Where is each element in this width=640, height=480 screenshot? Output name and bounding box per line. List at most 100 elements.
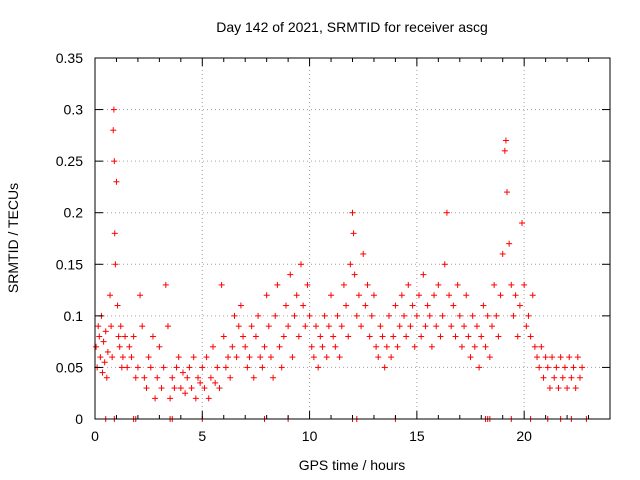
data-point bbox=[97, 354, 104, 361]
data-point bbox=[443, 209, 450, 216]
data-point bbox=[134, 364, 141, 371]
x-axis-label: GPS time / hours bbox=[299, 457, 406, 473]
data-point bbox=[164, 323, 171, 330]
data-point bbox=[111, 230, 118, 237]
data-point bbox=[469, 312, 476, 319]
data-point bbox=[233, 354, 240, 361]
data-point bbox=[280, 333, 287, 340]
data-point bbox=[542, 354, 549, 361]
data-point bbox=[446, 292, 453, 299]
data-point bbox=[328, 292, 335, 299]
data-point bbox=[499, 250, 506, 257]
data-point bbox=[467, 354, 474, 361]
data-point bbox=[394, 343, 401, 350]
data-point bbox=[488, 323, 495, 330]
data-point bbox=[197, 379, 204, 386]
data-point bbox=[319, 343, 326, 350]
data-point bbox=[338, 323, 345, 330]
data-point bbox=[177, 385, 184, 392]
data-point bbox=[119, 354, 126, 361]
data-point bbox=[298, 261, 304, 268]
data-point bbox=[448, 323, 455, 330]
data-point bbox=[95, 323, 102, 330]
data-point bbox=[484, 312, 491, 319]
data-point bbox=[355, 292, 362, 299]
data-point bbox=[450, 302, 457, 309]
data-point bbox=[167, 395, 174, 402]
data-point bbox=[128, 354, 135, 361]
data-point bbox=[278, 364, 285, 371]
data-point bbox=[263, 292, 270, 299]
y-tick-label: 0.05 bbox=[56, 359, 83, 375]
data-point bbox=[246, 354, 253, 361]
data-point bbox=[350, 230, 357, 237]
data-point bbox=[175, 354, 182, 361]
data-point bbox=[216, 385, 223, 392]
data-point bbox=[493, 312, 500, 319]
data-point bbox=[282, 302, 289, 309]
data-point bbox=[203, 354, 210, 361]
data-point bbox=[124, 364, 131, 371]
data-point bbox=[540, 374, 547, 381]
data-point bbox=[435, 281, 442, 288]
data-point bbox=[407, 323, 414, 330]
data-point bbox=[126, 343, 133, 350]
data-point bbox=[461, 323, 468, 330]
data-point bbox=[538, 343, 545, 350]
data-point bbox=[152, 395, 159, 402]
data-point bbox=[476, 364, 483, 371]
data-point bbox=[227, 374, 234, 381]
data-point bbox=[366, 333, 373, 340]
data-point bbox=[212, 379, 219, 386]
y-tick-label: 0.25 bbox=[56, 153, 83, 169]
data-point bbox=[323, 354, 330, 361]
data-point bbox=[242, 343, 249, 350]
data-point bbox=[546, 385, 553, 392]
data-point bbox=[96, 333, 103, 340]
data-point bbox=[480, 302, 487, 309]
data-point bbox=[330, 333, 337, 340]
data-point bbox=[149, 333, 156, 340]
data-point bbox=[383, 343, 390, 350]
data-point bbox=[182, 390, 189, 397]
data-point bbox=[482, 343, 489, 350]
data-point bbox=[276, 343, 283, 350]
data-point bbox=[122, 333, 129, 340]
data-point bbox=[265, 323, 272, 330]
data-point bbox=[274, 281, 281, 288]
data-point bbox=[137, 292, 144, 299]
data-point bbox=[510, 312, 517, 319]
data-point bbox=[478, 333, 485, 340]
x-tick-label: 20 bbox=[516, 428, 532, 444]
data-point bbox=[210, 343, 217, 350]
data-point bbox=[534, 354, 541, 361]
data-point bbox=[107, 292, 114, 299]
data-point bbox=[304, 281, 311, 288]
data-point bbox=[497, 292, 504, 299]
data-point bbox=[501, 147, 508, 154]
data-point bbox=[237, 302, 244, 309]
data-point bbox=[390, 333, 397, 340]
data-point bbox=[568, 374, 575, 381]
data-point bbox=[334, 312, 341, 319]
data-point bbox=[420, 271, 427, 278]
data-point bbox=[559, 374, 566, 381]
data-point bbox=[99, 369, 106, 376]
data-point bbox=[192, 395, 199, 402]
data-point bbox=[574, 354, 581, 361]
chart-title: Day 142 of 2021, SRMTID for receiver asc… bbox=[216, 19, 488, 35]
x-tick-label: 5 bbox=[198, 428, 206, 444]
data-point bbox=[506, 240, 513, 247]
data-point bbox=[405, 281, 412, 288]
data-point bbox=[422, 323, 429, 330]
data-point bbox=[154, 374, 161, 381]
data-point bbox=[364, 281, 371, 288]
data-point bbox=[201, 385, 208, 392]
data-point bbox=[336, 354, 343, 361]
data-point bbox=[116, 343, 123, 350]
data-point bbox=[519, 220, 526, 227]
data-point bbox=[368, 312, 375, 319]
data-point bbox=[310, 354, 317, 361]
data-point bbox=[433, 323, 440, 330]
data-point bbox=[465, 333, 472, 340]
